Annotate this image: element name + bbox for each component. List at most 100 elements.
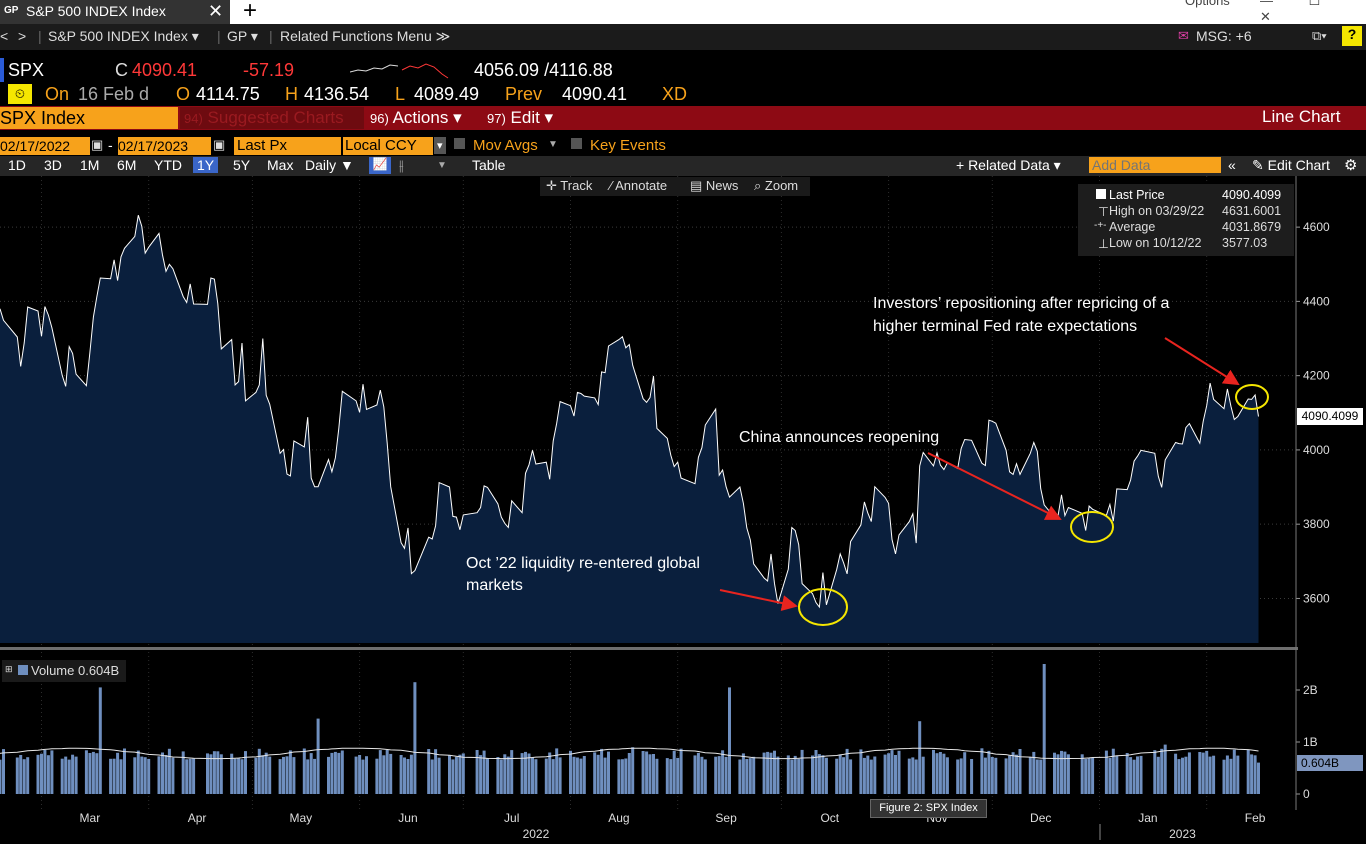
key-events-checkbox[interactable] — [571, 138, 582, 149]
volume-bar — [382, 755, 386, 794]
volume-bar — [752, 756, 756, 794]
message-count[interactable]: MSG: +6 — [1196, 28, 1252, 44]
low-marker-icon: ⊥ — [1098, 237, 1109, 251]
panel-divider[interactable] — [0, 647, 1298, 650]
key-events-label[interactable]: Key Events — [590, 137, 666, 154]
gauge-icon[interactable]: ⏲ — [8, 84, 32, 104]
annotation-repositioning-line2: higher terminal Fed rate expectations — [873, 318, 1137, 335]
figure-caption-text: Figure 2: SPX Index — [879, 802, 978, 814]
period-ytd[interactable]: YTD — [154, 157, 182, 173]
volume-bar — [1042, 664, 1046, 794]
period-1m[interactable]: 1M — [80, 157, 100, 173]
price-area — [0, 215, 1259, 643]
edit-number: 97) — [487, 111, 506, 126]
period-6m[interactable]: 6M — [117, 157, 137, 173]
annotate-button[interactable]: ∕ Annotate — [610, 178, 667, 193]
window-menu-icon[interactable]: ⧉▾ — [1312, 28, 1327, 43]
related-data-menu[interactable]: + Related Data ▾ — [956, 157, 1061, 173]
period-1d[interactable]: 1D — [8, 157, 26, 173]
on-label: On — [45, 84, 70, 104]
y-tick-label: 3600 — [1303, 591, 1330, 605]
line-chart-icon[interactable]: 📈 — [369, 157, 391, 174]
volume-bar — [1187, 752, 1191, 794]
volume-bar — [665, 758, 669, 794]
volume-bar — [327, 756, 330, 794]
currency-dropdown-icon[interactable]: ▾ — [434, 137, 446, 154]
volume-bar — [959, 758, 963, 794]
add-data-input[interactable] — [1089, 157, 1221, 173]
collapse-volume-icon[interactable]: ⊞ — [5, 664, 13, 674]
security-selector[interactable]: S&P 500 INDEX Index ▾ — [48, 28, 199, 44]
security-field[interactable]: SPX Index — [0, 107, 178, 129]
volume-bar — [216, 751, 220, 794]
actions-menu[interactable]: 96) Actions ▾ — [368, 107, 480, 129]
table-tab[interactable]: Table — [472, 157, 506, 173]
crosshair-icon: ✛ — [546, 178, 557, 193]
chart-legend[interactable]: Last Price 4090.4099 ⊤ High on 03/29/22 … — [1078, 184, 1294, 256]
chart-style-dropdown-icon[interactable]: ▼ — [437, 160, 447, 171]
tab-close-icon[interactable]: ✕ — [208, 1, 224, 21]
news-label: News — [705, 178, 739, 193]
volume-bar — [520, 753, 524, 794]
function-selector[interactable]: GP ▾ — [227, 28, 258, 44]
volume-bar — [496, 757, 500, 794]
volume-bar — [627, 753, 631, 794]
volume-bar — [171, 757, 175, 794]
last-price: 4090.41 — [132, 60, 198, 80]
volume-bar — [938, 752, 942, 794]
high-label: H — [285, 84, 298, 104]
price-chart[interactable]: 3600 3800 4000 4200 4400 4600 0 1B 2B Mar Apr May… — [0, 176, 1366, 844]
start-calendar-icon[interactable]: ▣ — [91, 137, 104, 152]
volume-bar — [2, 749, 5, 794]
track-button[interactable]: ✛ Track — [546, 178, 592, 194]
volume-bar — [987, 750, 991, 794]
suggested-charts-button[interactable]: 94) Suggested Charts — [180, 107, 364, 129]
annotation-arrow-oct — [719, 589, 798, 611]
frequency-selector[interactable]: Daily ▼ — [305, 157, 354, 173]
mov-avgs-checkbox[interactable] — [454, 138, 465, 149]
volume-bar — [64, 756, 68, 794]
forward-button[interactable]: > — [18, 28, 27, 44]
volume-bar — [389, 753, 393, 794]
y-tick-label: 4200 — [1303, 369, 1330, 383]
volume-bar — [219, 754, 223, 794]
zoom-button[interactable]: ⌕ Zoom — [754, 178, 798, 194]
back-button[interactable]: < — [0, 28, 9, 44]
end-date-field[interactable]: 02/17/2023 — [118, 137, 211, 155]
news-button[interactable]: ▤ News — [690, 178, 738, 194]
currency-selector[interactable]: Local CCY — [343, 137, 433, 155]
volume-bar — [1225, 755, 1229, 794]
mov-avgs-label[interactable]: Mov Avgs — [473, 137, 538, 154]
edit-menu[interactable]: 97) Edit ▾ — [485, 107, 565, 129]
edit-chart-button[interactable]: ✎ Edit Chart — [1252, 157, 1330, 173]
related-functions-menu[interactable]: Related Functions Menu ≫ — [280, 28, 451, 44]
currency-selector-text: Local CCY — [345, 137, 417, 154]
period-3d[interactable]: 3D — [44, 157, 62, 173]
volume-bar — [358, 755, 362, 794]
start-date-field[interactable]: 02/17/2022 — [0, 137, 90, 155]
period-1y[interactable]: 1Y — [193, 157, 219, 173]
gear-icon[interactable]: ⚙ — [1344, 157, 1358, 174]
end-calendar-icon[interactable]: ▣ — [213, 137, 226, 152]
new-tab-button[interactable]: + — [243, 0, 258, 24]
volume-bar — [980, 748, 984, 794]
options-menu[interactable]: Options — [1185, 0, 1230, 8]
period-max[interactable]: Max — [267, 157, 294, 173]
mov-avgs-dropdown-icon[interactable]: ▼ — [548, 139, 558, 150]
window-controls[interactable]: — ☐ ✕ — [1260, 0, 1337, 24]
volume-bar — [22, 759, 26, 794]
volume-bar — [143, 757, 147, 794]
volume-bar — [454, 756, 458, 794]
volume-legend[interactable]: ⊞ Volume 0.604B — [2, 660, 126, 682]
suggested-charts-label: Suggested Charts — [207, 108, 344, 127]
help-button[interactable]: ? — [1342, 26, 1362, 46]
period-5y[interactable]: 5Y — [233, 157, 251, 173]
volume-bar — [15, 757, 19, 794]
volume-bar — [309, 753, 313, 794]
field-selector[interactable]: Last Px — [234, 137, 341, 155]
collapse-icon[interactable]: « — [1228, 157, 1236, 173]
window-tab[interactable]: GP S&P 500 INDEX Index ✕ — [0, 0, 230, 24]
mail-icon[interactable]: ✉ — [1178, 28, 1189, 43]
candle-chart-icon[interactable]: ⫲ — [399, 157, 404, 173]
volume-bar — [1060, 750, 1063, 794]
